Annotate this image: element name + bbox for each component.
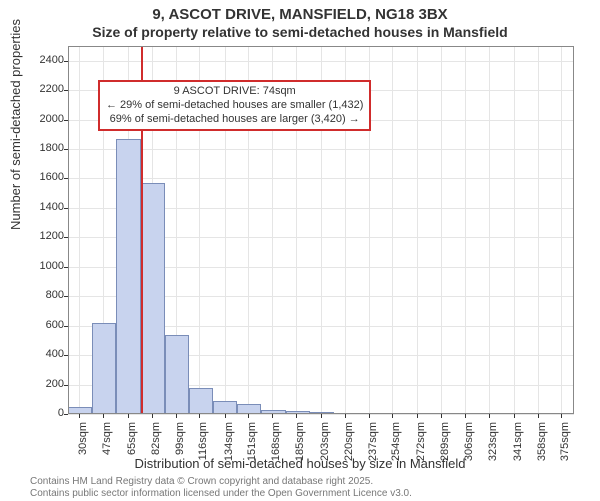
y-tick-label: 1200 <box>14 230 64 242</box>
y-tick-mark <box>64 90 68 91</box>
y-tick-mark <box>64 267 68 268</box>
y-tick-label: 1800 <box>14 142 64 154</box>
y-tick-label: 2200 <box>14 83 64 95</box>
chart-title-address: 9, ASCOT DRIVE, MANSFIELD, NG18 3BX <box>0 6 600 23</box>
x-axis-label: Distribution of semi-detached houses by … <box>0 456 600 471</box>
x-tick-mark <box>345 414 346 418</box>
x-tick-mark <box>417 414 418 418</box>
footer-line1: Contains HM Land Registry data © Crown c… <box>30 476 590 489</box>
plot-border <box>68 46 574 414</box>
x-tick-mark <box>441 414 442 418</box>
x-tick-mark <box>514 414 515 418</box>
x-tick-mark <box>248 414 249 418</box>
y-tick-mark <box>64 355 68 356</box>
x-tick-mark <box>392 414 393 418</box>
y-tick-label: 1600 <box>14 171 64 183</box>
y-tick-mark <box>64 61 68 62</box>
y-tick-label: 0 <box>14 407 64 419</box>
y-tick-mark <box>64 149 68 150</box>
x-tick-mark <box>321 414 322 418</box>
x-tick-mark <box>465 414 466 418</box>
y-tick-label: 2400 <box>14 54 64 66</box>
x-tick-mark <box>128 414 129 418</box>
y-tick-mark <box>64 385 68 386</box>
y-tick-label: 2000 <box>14 113 64 125</box>
y-tick-mark <box>64 326 68 327</box>
x-tick-mark <box>103 414 104 418</box>
x-tick-mark <box>225 414 226 418</box>
x-tick-mark <box>489 414 490 418</box>
x-tick-mark <box>79 414 80 418</box>
y-tick-label: 400 <box>14 348 64 360</box>
y-tick-mark <box>64 414 68 415</box>
y-tick-label: 1000 <box>14 260 64 272</box>
x-tick-mark <box>561 414 562 418</box>
y-tick-mark <box>64 296 68 297</box>
x-tick-mark <box>272 414 273 418</box>
y-tick-label: 1400 <box>14 201 64 213</box>
x-tick-mark <box>152 414 153 418</box>
y-tick-mark <box>64 208 68 209</box>
y-tick-mark <box>64 178 68 179</box>
footer-line2: Contains public sector information licen… <box>30 488 590 501</box>
y-tick-mark <box>64 237 68 238</box>
x-tick-mark <box>538 414 539 418</box>
x-tick-mark <box>176 414 177 418</box>
plot-area: 9 ASCOT DRIVE: 74sqm ← 29% of semi-detac… <box>68 46 574 414</box>
x-tick-mark <box>199 414 200 418</box>
chart-container: 9, ASCOT DRIVE, MANSFIELD, NG18 3BX Size… <box>0 0 600 500</box>
y-tick-label: 200 <box>14 378 64 390</box>
y-tick-label: 600 <box>14 319 64 331</box>
y-tick-mark <box>64 120 68 121</box>
y-tick-label: 800 <box>14 289 64 301</box>
chart-title-description: Size of property relative to semi-detach… <box>0 24 600 40</box>
x-tick-mark <box>369 414 370 418</box>
x-tick-mark <box>296 414 297 418</box>
